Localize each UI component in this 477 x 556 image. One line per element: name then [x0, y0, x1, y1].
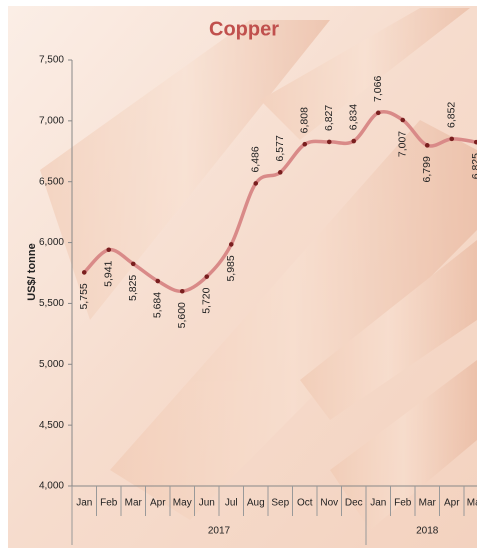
marker [326, 139, 332, 145]
value-label: 6,799 [421, 156, 433, 182]
value-label: 6,834 [348, 104, 360, 130]
value-label: 5,755 [78, 283, 90, 309]
value-label: 5,720 [201, 287, 213, 313]
marker [449, 136, 455, 142]
marker [204, 274, 210, 279]
marker [228, 242, 234, 247]
marker [106, 247, 112, 253]
marker [351, 138, 357, 144]
marker [302, 141, 308, 147]
x-tick-label: Oct [297, 498, 313, 509]
x-tick-label: Mar [125, 498, 143, 509]
value-label: 6,852 [446, 102, 458, 128]
copper-bars [40, 8, 477, 530]
chart-title: Copper [209, 18, 279, 40]
value-label: 6,577 [274, 135, 286, 161]
x-tick-label: May [173, 498, 192, 509]
marker [375, 110, 381, 116]
y-tick-label: 7,500 [39, 55, 64, 66]
value-label: 6,827 [323, 105, 335, 131]
x-tick-label: Aug [247, 498, 265, 509]
y-tick-label: 6,500 [39, 176, 64, 187]
value-label: 6,808 [299, 107, 311, 133]
x-tick-label: May [467, 498, 477, 509]
marker [473, 139, 477, 145]
x-tick-label: Apr [444, 498, 460, 509]
x-tick-label: Apr [150, 498, 166, 509]
y-tick-label: 5,500 [39, 298, 64, 309]
y-tick-label: 6,000 [39, 237, 64, 248]
marker [81, 270, 87, 275]
x-tick-label: Jan [76, 498, 92, 509]
x-tick-label: Nov [320, 498, 338, 509]
y-tick-label: 5,000 [39, 359, 64, 370]
y-tick-label: 7,000 [39, 115, 64, 126]
x-tick-label: Sep [271, 498, 289, 509]
x-tick-label: Jun [199, 498, 215, 509]
value-label: 7,007 [397, 131, 409, 157]
x-tick-label: Feb [100, 498, 118, 509]
marker [179, 288, 185, 294]
value-label: 6,486 [250, 146, 262, 172]
group-label: 2017 [208, 526, 231, 537]
x-tick-label: Jul [225, 498, 238, 509]
value-label: 5,600 [176, 302, 188, 328]
x-tick-label: Feb [394, 498, 412, 509]
marker [130, 261, 136, 267]
marker [277, 170, 283, 175]
marker [400, 117, 406, 123]
x-tick-label: Dec [345, 498, 363, 509]
value-label: 5,941 [103, 260, 115, 286]
group-label: 2018 [416, 526, 439, 537]
x-tick-label: Mar [419, 498, 437, 509]
y-tick-label: 4,000 [39, 481, 64, 492]
x-tick-label: Jan [370, 498, 386, 509]
value-label: 5,985 [225, 255, 237, 281]
value-label: 7,066 [372, 76, 384, 102]
y-tick-label: 4,500 [39, 420, 64, 431]
value-label: 6,825 [470, 153, 477, 179]
value-label: 5,825 [127, 275, 139, 301]
value-label: 5,684 [152, 292, 164, 318]
y-axis-label: US$/ tonne [26, 243, 38, 300]
marker [155, 278, 161, 284]
marker [253, 181, 259, 186]
marker [424, 143, 430, 148]
